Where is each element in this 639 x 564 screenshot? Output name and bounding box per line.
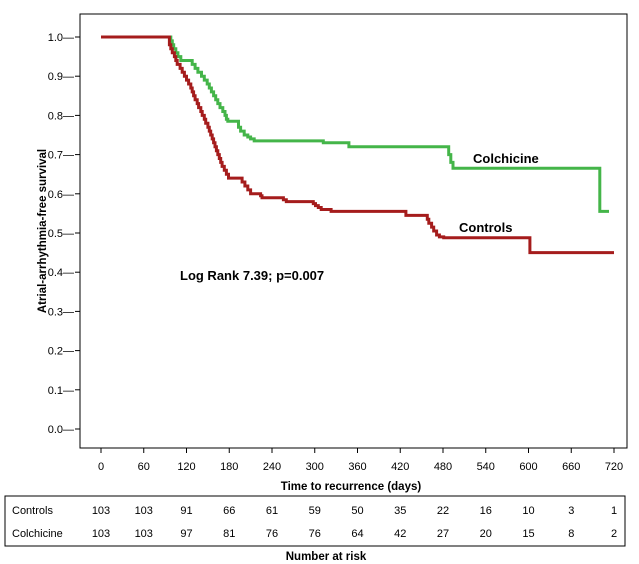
risk-cell: 16 [480, 505, 492, 517]
series-layer [101, 35, 614, 255]
risk-cell: 66 [223, 505, 235, 517]
risk-row-label: Controls [12, 505, 53, 517]
risk-cell: 81 [223, 528, 235, 540]
x-tick-label: 60 [138, 461, 150, 473]
risk-cell: 61 [266, 505, 278, 517]
y-tick-label: 0.9— [48, 71, 74, 83]
risk-cell: 3 [568, 505, 574, 517]
risk-cell: 27 [437, 528, 449, 540]
risk-cell: 103 [135, 528, 153, 540]
risk-cell: 76 [266, 528, 278, 540]
risk-cell: 103 [135, 505, 153, 517]
y-axis-title: Atrial-arrhythmia-free survival [37, 149, 49, 313]
x-tick-label: 420 [391, 461, 409, 473]
y-tick-label: 0.8— [48, 110, 74, 122]
risk-cell: 50 [351, 505, 363, 517]
risk-row-label: Colchicine [12, 528, 63, 540]
y-tick-label: 0.5— [48, 228, 74, 240]
x-tick-label: 180 [220, 461, 238, 473]
x-tick-label: 360 [348, 461, 366, 473]
risk-cell: 64 [351, 528, 363, 540]
risk-cell: 91 [180, 505, 192, 517]
y-tick-label: 1.0— [48, 32, 74, 44]
risk-cell: 1 [611, 505, 617, 517]
y-tick-label: 0.7— [48, 150, 74, 162]
y-tick-label: 0.3— [48, 306, 74, 318]
x-tick-label: 660 [562, 461, 580, 473]
y-tick-label: 0.6— [48, 189, 74, 201]
log-rank-annotation: Log Rank 7.39; p=0.007 [180, 268, 324, 283]
risk-cell: 8 [568, 528, 574, 540]
series-controls-curve [101, 35, 614, 255]
risk-cell: 35 [394, 505, 406, 517]
risk-cell: 22 [437, 505, 449, 517]
risk-table-title: Number at risk [286, 551, 367, 563]
x-tick-label: 120 [177, 461, 195, 473]
y-tick-label: 0.2— [48, 346, 74, 358]
risk-cell: 59 [309, 505, 321, 517]
y-tick-label: 0.0— [48, 424, 74, 436]
plot-border [79, 13, 628, 449]
y-axis: 0.0— 0.1— 0.2— 0.3— 0.4— 0.5— 0.6— 0.7— 0.8— 0.9—… [48, 32, 80, 436]
risk-cell: 42 [394, 528, 406, 540]
x-tick-label: 240 [263, 461, 281, 473]
x-axis-title: Time to recurrence (days) [281, 481, 422, 493]
y-tick-label: 0.4— [48, 267, 74, 279]
risk-table-border [4, 495, 626, 547]
risk-cell: 15 [522, 528, 534, 540]
x-tick-label: 480 [434, 461, 452, 473]
risk-cell: 97 [180, 528, 192, 540]
risk-cell: 2 [611, 528, 617, 540]
plot-frame [79, 13, 628, 449]
series-label-controls: Controls [459, 220, 512, 235]
x-tick-label: 600 [519, 461, 537, 473]
x-axis: 0 60 120 180 240 300 360 420 480 540 600 660 720 [98, 448, 623, 473]
x-tick-label: 0 [98, 461, 104, 473]
risk-cell: 76 [309, 528, 321, 540]
risk-cell: 103 [92, 505, 110, 517]
x-tick-label: 540 [477, 461, 495, 473]
risk-cell: 10 [522, 505, 534, 517]
series-label-colchicine: Colchicine [473, 151, 539, 166]
x-tick-label: 300 [306, 461, 324, 473]
x-tick-label: 720 [605, 461, 623, 473]
risk-table: Controls 103 103 91 66 61 59 50 35 22 16 10 3 1Colchi… [12, 505, 617, 540]
risk-cell: 20 [480, 528, 492, 540]
y-tick-label: 0.1— [48, 385, 74, 397]
risk-cell: 103 [92, 528, 110, 540]
series-colchicine-curve [101, 35, 609, 213]
